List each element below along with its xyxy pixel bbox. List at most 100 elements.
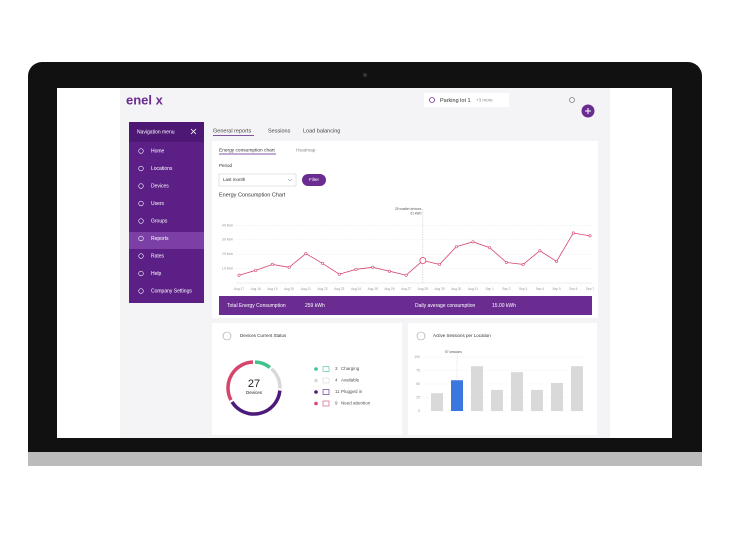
data-point: [538, 249, 542, 253]
nav-icon: [138, 165, 144, 172]
y-tick-label: 100: [414, 355, 420, 359]
tab[interactable]: General reports: [213, 128, 251, 134]
y-tick-label: 40 kwh: [222, 223, 233, 227]
card-title: Active Sessions per Location: [433, 333, 491, 338]
x-tick-label: Aug 25: [368, 287, 378, 291]
summary-label: Daily average consumption: [415, 303, 476, 309]
x-tick-label: Aug 29: [435, 287, 445, 291]
data-point: [304, 252, 308, 256]
hover-point: [419, 257, 427, 264]
tab[interactable]: Load balancing: [303, 128, 340, 134]
data-point: [438, 262, 442, 266]
nav-item[interactable]: Locations: [151, 166, 173, 172]
data-point: [237, 273, 241, 277]
nav-item[interactable]: Rates: [151, 253, 165, 259]
x-tick-label: Aug 19: [267, 287, 277, 291]
data-point: [471, 240, 475, 244]
x-tick-label: Aug 20: [284, 287, 294, 291]
donut-segment: [270, 367, 282, 389]
legend-label: Need attention: [341, 401, 371, 406]
bar: [511, 372, 523, 411]
legend-count: 4: [335, 378, 338, 383]
donut-label: Devices: [246, 390, 263, 395]
location-more: +3 more: [476, 98, 493, 103]
nav-item[interactable]: Help: [151, 271, 162, 277]
nav-icon: [138, 218, 144, 224]
x-tick-label: Aug 23: [334, 287, 344, 291]
pin-icon: [429, 97, 435, 103]
x-tick-label: Sep 7: [586, 287, 595, 291]
nav-icon: [138, 200, 144, 207]
user-icon[interactable]: [569, 97, 575, 103]
nav-icon: [138, 183, 144, 189]
summary-value: 259 kWh: [305, 303, 325, 309]
y-tick-label: 75: [416, 368, 420, 372]
x-tick-label: Aug 27: [401, 287, 411, 291]
donut-segment: [254, 360, 271, 369]
data-point: [521, 262, 525, 266]
data-point: [387, 269, 391, 273]
nav-active: [129, 232, 204, 249]
x-tick-label: Aug 31: [468, 287, 478, 291]
summary-label: Total Energy Consumption: [227, 303, 286, 309]
filter-button-label: Filter: [309, 177, 320, 182]
nav-item[interactable]: Company Settings: [151, 288, 192, 294]
donut-total: 27: [248, 378, 260, 390]
y-tick-label: 30 kwh: [222, 238, 233, 242]
subtab[interactable]: Heatmap: [296, 147, 316, 153]
nav-icon: [138, 270, 144, 277]
summary-bar: [219, 296, 592, 315]
legend-dot: [314, 401, 318, 406]
tab[interactable]: Sessions: [268, 128, 291, 134]
period-value: Last month: [223, 177, 246, 182]
x-tick-label: Aug 22: [318, 287, 328, 291]
data-point: [337, 272, 341, 276]
data-point: [504, 260, 508, 264]
subtab[interactable]: Energy consumption chart: [219, 147, 275, 153]
devices-card: [212, 323, 402, 435]
y-tick-label: 50: [416, 382, 420, 386]
data-point: [354, 267, 358, 271]
filter-label: Period: [219, 163, 233, 168]
data-point: [404, 273, 408, 277]
data-point: [588, 234, 592, 238]
data-point: [270, 262, 274, 266]
y-tick-label: 10 kwh: [222, 267, 233, 271]
summary-value: 15.00 kWh: [492, 303, 516, 309]
bar: [491, 389, 503, 411]
nav-item[interactable]: Devices: [151, 183, 169, 189]
legend-dot: [314, 367, 318, 371]
sidebar-header: [129, 122, 204, 142]
tooltip-text: 61 kWh: [411, 211, 422, 215]
x-tick-label: Aug 26: [384, 287, 394, 291]
filter-button[interactable]: [302, 174, 326, 186]
x-tick-label: Aug 24: [351, 287, 361, 291]
x-tick-label: Aug 28: [418, 287, 428, 291]
y-tick-label: 20 kwh: [222, 252, 233, 256]
x-tick-label: Sep 5: [552, 287, 561, 291]
bar: [571, 366, 583, 411]
nav-item[interactable]: Reports: [151, 236, 169, 242]
location-selector[interactable]: [424, 93, 509, 107]
close-icon[interactable]: [190, 128, 197, 135]
nav-item[interactable]: Home: [151, 148, 165, 154]
add-icon: [585, 108, 591, 114]
location-name: Parking lot 1: [440, 98, 471, 104]
bar: [431, 393, 443, 411]
tooltip-text: 25 smaller devices: [395, 207, 422, 211]
x-tick-label: Aug 30: [451, 287, 461, 291]
x-tick-label: Sep 4: [536, 287, 545, 291]
period-select[interactable]: [218, 173, 297, 187]
nav-item[interactable]: Groups: [151, 218, 168, 224]
data-point: [287, 265, 291, 269]
bar: [451, 380, 463, 411]
logo: enel x: [126, 92, 164, 107]
donut-segment: [226, 360, 254, 401]
card-title: Devices Current Status: [240, 333, 287, 338]
nav-icon: [138, 253, 144, 259]
nav-item[interactable]: Users: [151, 201, 165, 207]
x-tick-label: Sep 1: [486, 287, 495, 291]
bar: [531, 389, 543, 411]
